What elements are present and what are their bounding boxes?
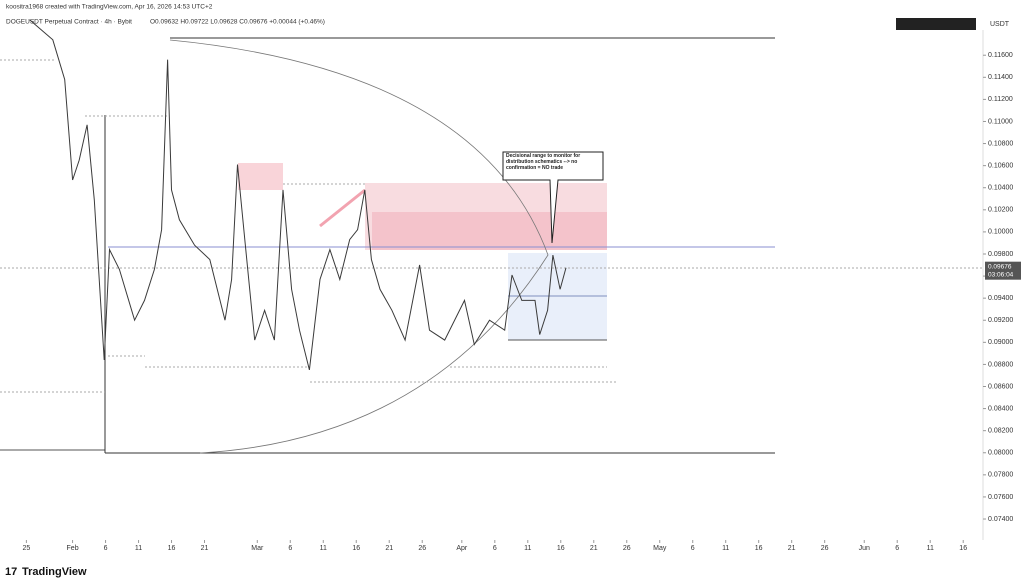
x-tick-label: 11	[927, 545, 934, 552]
x-tick-label: 21	[788, 545, 796, 552]
arc	[169, 39, 549, 454]
y-tick-label: 0.07400	[988, 516, 1013, 523]
dotted-levels	[0, 59, 983, 393]
x-tick-label: 21	[590, 545, 598, 552]
x-tick-label: 21	[385, 545, 393, 552]
y-tick-label: 0.09000	[988, 339, 1013, 346]
x-tick-label: 16	[168, 545, 176, 552]
x-tick-label: 11	[135, 545, 142, 552]
annotation: Decisional range to monitor for distribu…	[506, 153, 581, 171]
x-tick-label: 6	[493, 545, 497, 552]
x-tick-label: May	[653, 545, 667, 552]
logo-mark: 17	[5, 566, 17, 578]
x-tick-label: Mar	[251, 545, 264, 552]
y-tick-label: 0.08000	[988, 450, 1013, 457]
x-tick-label: 25	[22, 545, 30, 552]
toolbar[interactable]	[896, 18, 976, 30]
y-tick-label: 0.10600	[988, 162, 1013, 169]
x-tick-label: 6	[691, 545, 695, 552]
y-tick-label: 0.11200	[988, 96, 1013, 103]
x-tick-label: 11	[722, 545, 729, 552]
x-tick-label: 26	[623, 545, 631, 552]
price-line	[29, 19, 567, 371]
x-tick-label: Feb	[67, 545, 79, 552]
y-tick-label: 0.09400	[988, 295, 1013, 302]
y-tick-label: 0.10800	[988, 140, 1013, 147]
x-tick-label: 11	[524, 545, 531, 552]
y-tick-label: 0.08800	[988, 361, 1013, 368]
y-tick-label: 0.10400	[988, 185, 1013, 192]
y-tick-label: 0.07600	[988, 494, 1013, 501]
ohlc: O0.09632 H0.09722 L0.09628 C0.09676 +0.0…	[150, 19, 325, 26]
y-tick-label: 0.07800	[988, 472, 1013, 479]
supply-zone	[238, 163, 283, 190]
x-tick-label: 26	[821, 545, 829, 552]
x-tick-label: Apr	[456, 545, 468, 552]
x-tick-label: 6	[104, 545, 108, 552]
y-tick-label: 0.09200	[988, 317, 1013, 324]
y-tick-label: 0.08200	[988, 428, 1013, 435]
x-tick-label: 6	[895, 545, 899, 552]
x-tick-label: 16	[755, 545, 763, 552]
countdown: 03:06:04	[988, 271, 1014, 278]
x-tick-label: 16	[557, 545, 565, 552]
y-tick-label: 0.08600	[988, 383, 1013, 390]
callout-text-box: Decisional range to monitor for distribu…	[506, 153, 581, 171]
last-price: 0.09676	[988, 263, 1012, 270]
callout	[502, 151, 604, 244]
trend-line	[319, 188, 366, 228]
logo: TradingView	[22, 566, 87, 578]
y-tick-label: 0.11600	[988, 52, 1013, 59]
x-tick-label: Jun	[859, 545, 870, 552]
x-tick-label: 21	[201, 545, 209, 552]
currency: USDT	[990, 21, 1010, 28]
x-tick-label: 6	[288, 545, 292, 552]
y-tick-label: 0.10000	[988, 229, 1013, 236]
supply-zone	[372, 212, 607, 250]
credit: koositra1968 created with TradingView.co…	[6, 4, 213, 11]
y-tick-label: 0.11400	[988, 74, 1013, 81]
x-tick-label: 16	[352, 545, 360, 552]
last-price-box	[985, 261, 1021, 280]
y-tick-label: 0.10200	[988, 207, 1013, 214]
x-tick-label: 16	[959, 545, 967, 552]
y-tick-label: 0.08400	[988, 405, 1013, 412]
y-tick-label: 0.09800	[988, 251, 1013, 258]
x-tick-label: 11	[320, 545, 327, 552]
x-tick-label: 26	[418, 545, 426, 552]
chart-title: DOGEUSDT Perpetual Contract · 4h · Bybit	[6, 19, 132, 26]
y-tick-label: 0.11000	[988, 118, 1013, 125]
